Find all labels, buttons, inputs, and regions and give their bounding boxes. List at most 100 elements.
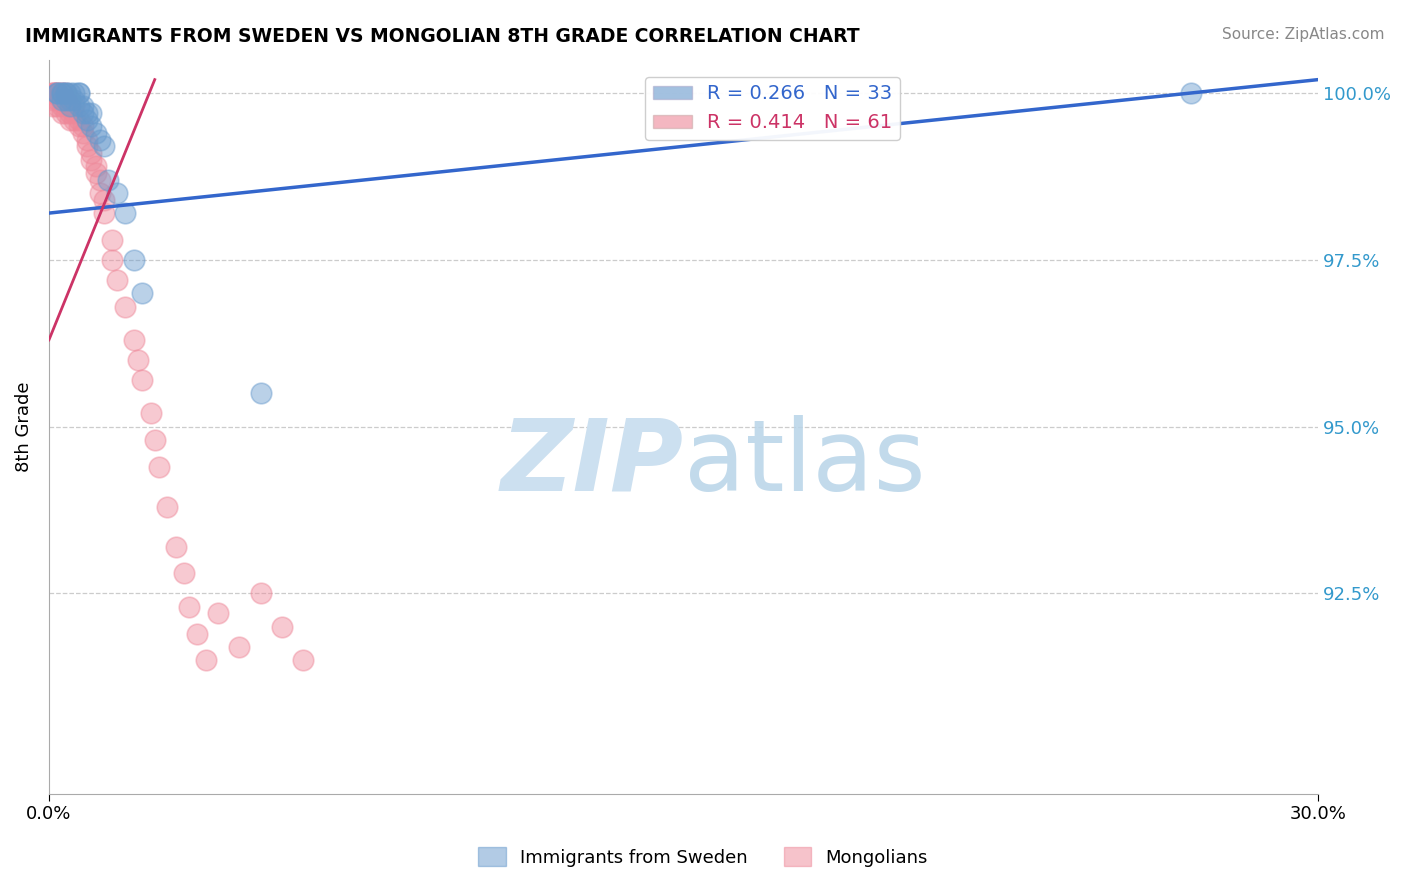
Point: [55, 93, 77, 107]
Point: [249, 586, 271, 600]
Point: [67, 120, 90, 134]
Point: [67, 99, 90, 113]
Point: [51, 86, 73, 100]
Point: [51, 86, 73, 100]
Point: [93, 139, 115, 153]
Point: [72, 99, 94, 113]
Point: [59, 99, 82, 113]
Point: [249, 386, 271, 401]
Point: [63, 93, 86, 107]
Point: [105, 273, 128, 287]
Legend: Immigrants from Sweden, Mongolians: Immigrants from Sweden, Mongolians: [471, 840, 935, 874]
Point: [105, 186, 128, 200]
Point: [67, 86, 90, 100]
Text: Source: ZipAtlas.com: Source: ZipAtlas.com: [1222, 27, 1385, 42]
Point: [80, 153, 103, 167]
Point: [89, 172, 111, 186]
Point: [131, 286, 153, 301]
Point: [59, 99, 82, 113]
Point: [63, 99, 86, 113]
Point: [51, 86, 73, 100]
Point: [46, 93, 69, 107]
Point: [46, 86, 69, 100]
Point: [46, 86, 69, 100]
Point: [63, 86, 86, 100]
Point: [55, 99, 77, 113]
Point: [72, 120, 94, 134]
Point: [1180, 86, 1202, 100]
Point: [59, 112, 82, 127]
Point: [51, 106, 73, 120]
Point: [148, 459, 170, 474]
Point: [122, 333, 145, 347]
Point: [165, 540, 187, 554]
Point: [270, 620, 292, 634]
Point: [127, 352, 149, 367]
Point: [51, 86, 73, 100]
Point: [55, 106, 77, 120]
Point: [51, 93, 73, 107]
Point: [46, 86, 69, 100]
Point: [93, 206, 115, 220]
Point: [42, 86, 65, 100]
Point: [291, 653, 314, 667]
Y-axis label: 8th Grade: 8th Grade: [15, 382, 32, 472]
Point: [173, 566, 195, 581]
Point: [139, 406, 162, 420]
Point: [84, 166, 107, 180]
Point: [228, 640, 250, 654]
Point: [207, 607, 229, 621]
Point: [177, 599, 200, 614]
Point: [46, 99, 69, 113]
Point: [156, 500, 179, 514]
Point: [101, 252, 124, 267]
Point: [80, 106, 103, 120]
Point: [131, 373, 153, 387]
Point: [42, 86, 65, 100]
Point: [67, 112, 90, 127]
Point: [122, 252, 145, 267]
Point: [76, 133, 98, 147]
Legend: R = 0.266   N = 33, R = 0.414   N = 61: R = 0.266 N = 33, R = 0.414 N = 61: [645, 77, 900, 140]
Point: [72, 126, 94, 140]
Point: [46, 86, 69, 100]
Text: IMMIGRANTS FROM SWEDEN VS MONGOLIAN 8TH GRADE CORRELATION CHART: IMMIGRANTS FROM SWEDEN VS MONGOLIAN 8TH …: [25, 27, 860, 45]
Point: [114, 300, 136, 314]
Point: [93, 193, 115, 207]
Text: ZIP: ZIP: [501, 415, 683, 512]
Point: [143, 433, 166, 447]
Point: [59, 93, 82, 107]
Point: [114, 206, 136, 220]
Point: [63, 112, 86, 127]
Point: [80, 146, 103, 161]
Point: [76, 139, 98, 153]
Point: [55, 86, 77, 100]
Point: [67, 86, 90, 100]
Point: [63, 106, 86, 120]
Point: [97, 172, 120, 186]
Point: [42, 93, 65, 107]
Point: [55, 86, 77, 100]
Point: [89, 186, 111, 200]
Point: [76, 106, 98, 120]
Point: [59, 106, 82, 120]
Point: [51, 99, 73, 113]
Point: [76, 112, 98, 127]
Point: [72, 106, 94, 120]
Point: [42, 86, 65, 100]
Point: [55, 86, 77, 100]
Text: atlas: atlas: [683, 415, 925, 512]
Point: [84, 126, 107, 140]
Point: [80, 120, 103, 134]
Point: [186, 626, 208, 640]
Point: [101, 233, 124, 247]
Point: [194, 653, 217, 667]
Point: [59, 86, 82, 100]
Point: [84, 160, 107, 174]
Point: [59, 93, 82, 107]
Point: [55, 93, 77, 107]
Point: [89, 133, 111, 147]
Point: [42, 99, 65, 113]
Point: [51, 93, 73, 107]
Point: [46, 86, 69, 100]
